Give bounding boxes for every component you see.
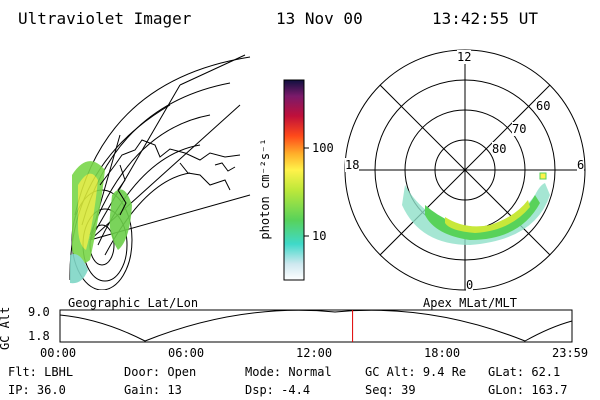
altitude-axis-label: GC Alt <box>0 306 12 350</box>
info-gc-alt: GC Alt: 9.4 Re <box>365 365 467 379</box>
instrument-title: Ultraviolet Imager <box>18 9 192 28</box>
geographic-map <box>69 54 251 290</box>
mlt-label-6: 6 <box>577 158 585 172</box>
info-mode: Mode: Normal <box>245 365 332 379</box>
lat-label-60: 60 <box>536 99 551 113</box>
colorbar <box>283 79 309 281</box>
colorbar-tick-10: 10 <box>312 229 327 243</box>
colorbar-unit-label: photon cm⁻²s⁻¹ <box>258 138 272 240</box>
colorbar-tick-100: 100 <box>312 141 334 155</box>
mlt-label-18: 18 <box>345 158 360 172</box>
info-gain: Gain: 13 <box>124 383 182 397</box>
altitude-plot <box>59 309 573 343</box>
date-label: 13 Nov 00 <box>276 9 363 28</box>
info-flt: Flt: LBHL <box>8 365 74 379</box>
time-tick-2359: 23:59 <box>552 346 589 360</box>
info-ip: IP: 36.0 <box>8 383 66 397</box>
info-seq: Seq: 39 <box>365 383 416 397</box>
info-door: Door: Open <box>124 365 197 379</box>
lat-label-80: 80 <box>492 142 507 156</box>
info-glon: GLon: 163.7 <box>488 383 568 397</box>
mlt-label-0: 0 <box>466 278 474 292</box>
apex-panel-label: Apex MLat/MLT <box>423 296 517 310</box>
time-label: 13:42:55 UT <box>432 9 538 28</box>
info-dsp: Dsp: -4.4 <box>245 383 311 397</box>
time-tick-1800: 18:00 <box>424 346 461 360</box>
altitude-tick-low: 1.8 <box>28 329 50 343</box>
altitude-tick-high: 9.0 <box>28 305 50 319</box>
info-glat: GLat: 62.1 <box>488 365 561 379</box>
time-tick-0000: 00:00 <box>40 346 77 360</box>
mlt-label-12: 12 <box>457 50 472 64</box>
time-tick-0600: 06:00 <box>168 346 205 360</box>
lat-label-70: 70 <box>512 122 527 136</box>
polar-plot <box>344 49 586 291</box>
time-tick-1200: 12:00 <box>296 346 333 360</box>
geographic-panel-label: Geographic Lat/Lon <box>68 296 199 310</box>
